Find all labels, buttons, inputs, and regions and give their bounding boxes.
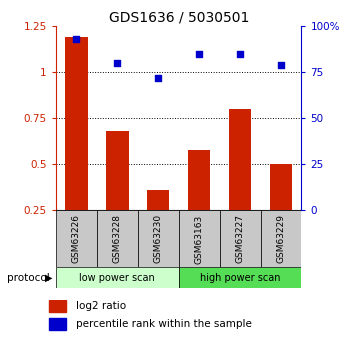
Text: protocol: protocol [7,273,50,283]
Text: percentile rank within the sample: percentile rank within the sample [75,319,251,329]
Bar [188,149,210,210]
Bar [49,318,66,330]
Bar [97,210,138,267]
Text: high power scan: high power scan [200,273,280,283]
Point [196,51,202,56]
Point [74,36,79,41]
Text: GSM63228: GSM63228 [113,214,122,264]
Bar [219,210,261,267]
Bar [147,190,170,210]
Bar [106,131,129,210]
Text: ▶: ▶ [45,273,52,283]
Text: GSM63226: GSM63226 [72,214,81,264]
Text: GSM63229: GSM63229 [277,214,286,264]
Text: log2 ratio: log2 ratio [75,301,126,311]
Point [237,51,243,56]
Title: GDS1636 / 5030501: GDS1636 / 5030501 [109,11,249,25]
Bar [261,210,301,267]
Text: GSM63163: GSM63163 [195,214,204,264]
Text: GSM63227: GSM63227 [236,214,244,264]
Bar [270,164,292,210]
Text: low power scan: low power scan [79,273,155,283]
Bar [56,210,97,267]
Bar [49,300,66,312]
Text: GSM63230: GSM63230 [154,214,163,264]
Bar [138,210,179,267]
Point [155,75,161,80]
Bar [56,267,179,288]
Point [278,62,284,67]
Bar [179,267,301,288]
Bar [179,210,219,267]
Bar [65,37,88,210]
Point [114,60,120,66]
Bar [229,109,251,210]
